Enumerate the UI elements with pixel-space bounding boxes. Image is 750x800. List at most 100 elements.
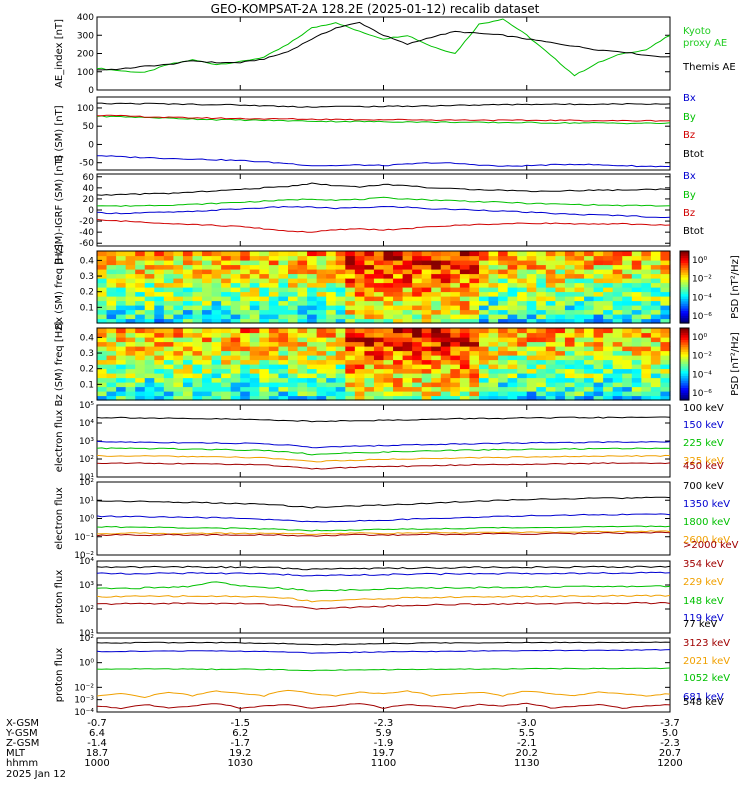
spectrogram-cell <box>373 359 385 365</box>
spectrogram-cell <box>650 382 662 388</box>
spectrogram-cell <box>402 282 413 288</box>
spectrogram-cell <box>221 377 232 383</box>
colorbar-segment <box>680 376 689 379</box>
spectrogram-cell <box>545 305 556 311</box>
spectrogram-cell <box>288 373 299 379</box>
spectrogram-cell <box>450 368 461 374</box>
spectrogram-cell <box>603 305 614 311</box>
spectrogram-cell <box>584 287 595 293</box>
spectrogram-cell <box>593 314 604 320</box>
spectrogram-cell <box>288 260 299 266</box>
spectrogram-cell <box>412 341 423 347</box>
spectrogram-cell <box>631 355 642 361</box>
spectrogram-cell <box>593 309 604 315</box>
spectrogram-cell <box>163 391 174 397</box>
spectrogram-cell <box>450 328 461 334</box>
spectrogram-cell <box>612 255 623 261</box>
spectrogram-cell <box>564 264 576 270</box>
spectrogram-cell <box>335 328 346 334</box>
spectrogram-cell <box>97 341 108 347</box>
y-tick-label: 0.2 <box>80 288 94 298</box>
spectrogram-cell <box>631 337 642 343</box>
spectrogram-cell <box>154 305 165 311</box>
footer-value: -2.3 <box>660 738 680 749</box>
spectrogram-cell <box>192 337 203 343</box>
spectrogram-cell <box>488 328 499 334</box>
spectrogram-cell <box>459 377 471 383</box>
spectrogram-cell <box>383 260 394 266</box>
spectrogram-cell <box>517 350 528 356</box>
spectrogram-cell <box>240 373 251 379</box>
spectrogram-cell <box>469 359 480 365</box>
spectrogram-cell <box>402 373 413 379</box>
spectrogram-cell <box>498 386 509 392</box>
spectrogram-cell <box>249 373 260 379</box>
spectrogram-cell <box>555 278 566 284</box>
spectrogram-cell <box>564 309 576 315</box>
spectrogram-cell <box>402 318 413 324</box>
spectrogram-cell <box>335 359 346 365</box>
spectrogram-cell <box>354 337 365 343</box>
footer-value: -3.0 <box>517 718 537 729</box>
spectrogram-cell <box>345 264 356 270</box>
spectrogram-cell <box>612 377 623 383</box>
spectrogram-cell <box>593 291 604 297</box>
spectrogram-cell <box>412 251 423 257</box>
spectrogram-cell <box>488 287 499 293</box>
series-line <box>96 702 671 710</box>
spectrogram-cell <box>173 332 184 338</box>
spectrogram-cell <box>97 328 108 334</box>
spectrogram-cell <box>154 296 165 302</box>
spectrogram-cell <box>202 278 213 284</box>
spectrogram-cell <box>545 269 556 275</box>
spectrogram-cell <box>288 346 299 352</box>
spectrogram-cell <box>249 314 260 320</box>
spectrogram-cell <box>498 373 509 379</box>
colorbar-tick-label: 10⁻⁶ <box>692 312 712 322</box>
spectrogram-cell <box>106 391 117 397</box>
spectrogram-cell <box>211 368 222 374</box>
spectrogram-cell <box>440 291 451 297</box>
spectrogram-cell <box>536 314 547 320</box>
spectrogram-cell <box>593 255 604 261</box>
spectrogram-cell <box>354 359 365 365</box>
colorbar-segment <box>680 296 689 300</box>
spectrogram-cell <box>202 377 213 383</box>
spectrogram-cell <box>154 364 165 370</box>
spectrogram-cell <box>517 318 528 324</box>
spectrogram-cell <box>584 296 595 302</box>
spectrogram-cell <box>307 300 318 306</box>
spectrogram-cell <box>498 341 509 347</box>
colorbar-segment <box>680 330 689 334</box>
spectrogram-cell <box>221 255 232 261</box>
spectrogram-cell <box>545 355 556 361</box>
spectrogram-cell <box>603 341 614 347</box>
spectrogram-cell <box>154 328 165 334</box>
spectrogram-cell <box>450 391 461 397</box>
spectrogram-cell <box>402 382 413 388</box>
spectrogram-cell <box>593 368 604 374</box>
spectrogram-cell <box>459 305 471 311</box>
spectrogram-cell <box>335 278 346 284</box>
spectrogram-cell <box>211 260 222 266</box>
spectrogram-cell <box>545 300 556 306</box>
spectrogram-cell <box>631 364 642 370</box>
spectrogram-cell <box>154 355 165 361</box>
spectrogram-cell <box>507 282 518 288</box>
spectrogram-cell <box>97 337 108 343</box>
spectrogram-cell <box>555 346 566 352</box>
spectrogram-cell <box>488 309 499 315</box>
spectrogram-cell <box>402 273 413 279</box>
spectrogram-cell <box>211 337 222 343</box>
spectrogram-cell <box>316 350 327 356</box>
spectrogram-cell <box>660 368 671 374</box>
spectrogram-cell <box>498 251 509 257</box>
spectrogram-cell <box>450 377 461 383</box>
spectrogram-cell <box>202 373 213 379</box>
spectrogram-cell <box>288 255 299 261</box>
spectrogram-cell <box>345 273 356 279</box>
spectrogram-cell <box>488 373 499 379</box>
spectrogram-cell <box>660 328 671 334</box>
spectrogram-cell <box>230 255 241 261</box>
colorbar-segment <box>680 294 689 298</box>
